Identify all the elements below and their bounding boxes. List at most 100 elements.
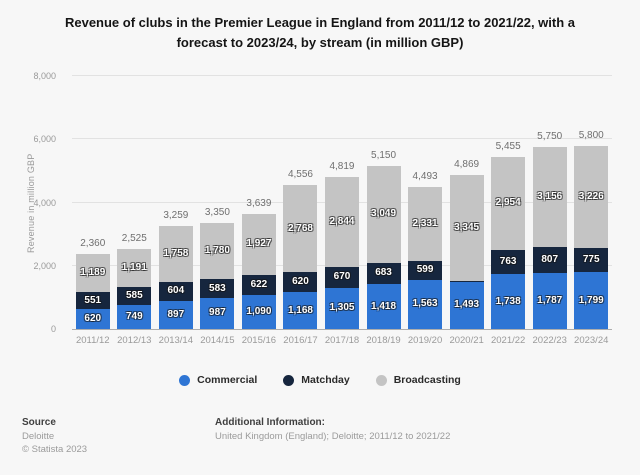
x-axis-label-2011-12: 2011/12 — [75, 335, 110, 346]
bar-segment-matchday-2012-13[interactable] — [117, 286, 152, 306]
total-label-2013-14: 3,259 — [163, 209, 189, 221]
total-label-2014-15: 3,350 — [204, 207, 230, 219]
copyright-text: © Statista 2023 — [22, 443, 88, 455]
bar-segment-broadcasting-2011-12[interactable] — [75, 254, 110, 292]
bar-segment-matchday-2022-23[interactable] — [532, 246, 567, 273]
bar-segment-matchday-2014-15[interactable] — [200, 279, 235, 298]
chart-title: Revenue of clubs in the Premier League i… — [64, 15, 576, 50]
bar-segment-broadcasting-2021-22[interactable] — [491, 156, 526, 250]
bar-segment-broadcasting-2018-19[interactable] — [366, 166, 401, 263]
bar-segment-broadcasting-2020-21[interactable] — [449, 175, 484, 281]
y-tick-label-6000: 6,000 — [33, 134, 56, 145]
total-label-2012-13: 2,525 — [121, 233, 147, 245]
bar-segment-broadcasting-2019-20[interactable] — [408, 186, 443, 261]
bar-2019-20: 1,563 599 2,331 4,493 2019/20 — [404, 77, 446, 346]
bar-segment-matchday-2023-24[interactable] — [574, 247, 609, 273]
bar-segment-broadcasting-2017-18[interactable] — [324, 176, 359, 267]
bar-segment-commercial-2014-15[interactable] — [200, 297, 235, 329]
total-label-2021-22: 5,455 — [495, 140, 521, 152]
gridline-8000 — [72, 75, 612, 76]
x-axis-label-2012-13: 2012/13 — [117, 335, 152, 346]
bar-segment-broadcasting-2013-14[interactable] — [158, 225, 193, 282]
y-tick-label-4000: 4,000 — [33, 197, 56, 208]
bar-2012-13: 749 585 1,191 2,525 2012/13 — [114, 77, 156, 346]
total-label-2011-12: 2,360 — [80, 238, 106, 250]
bar-segment-commercial-2013-14[interactable] — [158, 300, 193, 329]
bar-segment-matchday-2020-21[interactable] — [449, 280, 484, 282]
bar-segment-matchday-2021-22[interactable] — [491, 249, 526, 275]
bar-segment-broadcasting-2016-17[interactable] — [283, 184, 318, 273]
bar-segment-commercial-2022-23[interactable] — [532, 272, 567, 329]
bar-segment-commercial-2018-19[interactable] — [366, 284, 401, 329]
x-axis-label-2016-17: 2016/17 — [283, 335, 318, 346]
bar-2017-18: 1,305 670 2,844 4,819 2017/18 — [321, 77, 363, 346]
bar-segment-matchday-2018-19[interactable] — [366, 262, 401, 285]
source-name: Deloitte — [22, 431, 55, 442]
bar-segment-commercial-2012-13[interactable] — [117, 305, 152, 329]
legend: Commercial Matchday Broadcasting — [0, 374, 640, 386]
total-label-2018-19: 5,150 — [371, 150, 397, 162]
x-axis-label-2020-21: 2020/21 — [449, 335, 484, 346]
legend-dot-matchday — [283, 374, 295, 386]
x-axis-label-2022-23: 2022/23 — [532, 335, 567, 346]
legend-dot-broadcasting — [375, 374, 387, 386]
total-label-2020-21: 4,869 — [454, 159, 480, 171]
bar-segment-matchday-2019-20[interactable] — [408, 260, 443, 280]
x-axis-label-2021-22: 2021/22 — [490, 335, 526, 346]
bar-segment-broadcasting-2012-13[interactable] — [117, 249, 152, 287]
bar-segment-matchday-2017-18[interactable] — [324, 266, 359, 288]
bar-segment-commercial-2020-21[interactable] — [449, 281, 484, 329]
legend-dot-commercial — [179, 374, 191, 386]
bar-segment-matchday-2015-16[interactable] — [241, 274, 276, 295]
legend-label-broadcasting: Broadcasting — [393, 374, 461, 386]
y-tick-label-0: 0 — [50, 324, 56, 334]
plot-area: 620 551 1,189 2,360 2011/12 749 585 1,191 2,525 2… — [72, 75, 612, 346]
bar-segment-commercial-2011-12[interactable] — [75, 309, 110, 329]
bar-2018-19: 1,418 683 3,049 5,150 2018/19 — [363, 77, 405, 346]
footer-source-block: Source Deloitte © Statista 2023 — [22, 417, 87, 456]
legend-label-commercial: Commercial — [197, 374, 258, 386]
total-label-2015-16: 3,639 — [246, 197, 272, 209]
legend-item-matchday[interactable]: Matchday — [283, 374, 350, 386]
bar-2011-12: 620 551 1,189 2,360 2011/12 — [72, 77, 114, 346]
bar-segment-commercial-2017-18[interactable] — [324, 287, 359, 329]
bar-segment-matchday-2016-17[interactable] — [283, 272, 318, 293]
bar-segment-broadcasting-2022-23[interactable] — [532, 147, 567, 247]
footer-additional-block: Additional Information: United Kingdom (… — [215, 417, 450, 444]
legend-item-commercial[interactable]: Commercial — [179, 374, 257, 386]
bar-segment-broadcasting-2015-16[interactable] — [241, 213, 276, 275]
x-axis-label-2017-18: 2017/18 — [324, 335, 360, 346]
bar-segment-commercial-2019-20[interactable] — [408, 279, 443, 329]
x-axis-label-2018-19: 2018/19 — [366, 335, 401, 346]
total-label-2019-20: 4,493 — [412, 170, 438, 182]
x-axis-label-2013-14: 2013/14 — [158, 335, 193, 346]
bar-segment-commercial-2015-16[interactable] — [241, 294, 276, 329]
bar-2015-16: 1,090 622 1,927 3,639 2015/16 — [238, 77, 280, 346]
bar-2022-23: 1,787 807 3,156 5,750 2022/23 — [529, 77, 571, 346]
bar-2013-14: 897 604 1,758 3,259 2013/14 — [155, 77, 197, 346]
bar-segment-commercial-2021-22[interactable] — [491, 274, 526, 329]
bar-2014-15: 987 583 1,780 3,350 2014/15 — [197, 77, 239, 346]
bar-segment-matchday-2011-12[interactable] — [75, 291, 110, 310]
bar-segment-broadcasting-2014-15[interactable] — [200, 223, 235, 280]
x-axis-label-2015-16: 2015/16 — [241, 335, 277, 346]
source-heading: Source — [22, 417, 56, 428]
x-axis-label-2014-15: 2014/15 — [200, 335, 235, 346]
bar-segment-matchday-2013-14[interactable] — [158, 281, 193, 301]
bar-2016-17: 1,168 620 2,768 4,556 2016/17 — [280, 77, 322, 346]
total-label-2016-17: 4,556 — [287, 168, 313, 180]
x-axis-label-2019-20: 2019/20 — [407, 335, 443, 346]
bar-segment-commercial-2016-17[interactable] — [283, 292, 318, 329]
bar-segment-broadcasting-2023-24[interactable] — [574, 145, 609, 248]
y-axis-ticks: 0 2,000 4,000 6,000 8,000 — [0, 71, 64, 334]
legend-item-broadcasting[interactable]: Broadcasting — [375, 374, 461, 386]
additional-info-text: United Kingdom (England); Deloitte; 2011… — [215, 431, 451, 442]
bar-2023-24: 1,799 775 3,226 5,800 2023/24 — [570, 77, 612, 346]
legend-label-matchday: Matchday — [301, 374, 350, 386]
total-label-2017-18: 4,819 — [329, 160, 355, 172]
bar-segment-commercial-2023-24[interactable] — [574, 272, 609, 329]
gridline-6000 — [72, 138, 612, 140]
y-tick-label-2000: 2,000 — [33, 260, 56, 271]
